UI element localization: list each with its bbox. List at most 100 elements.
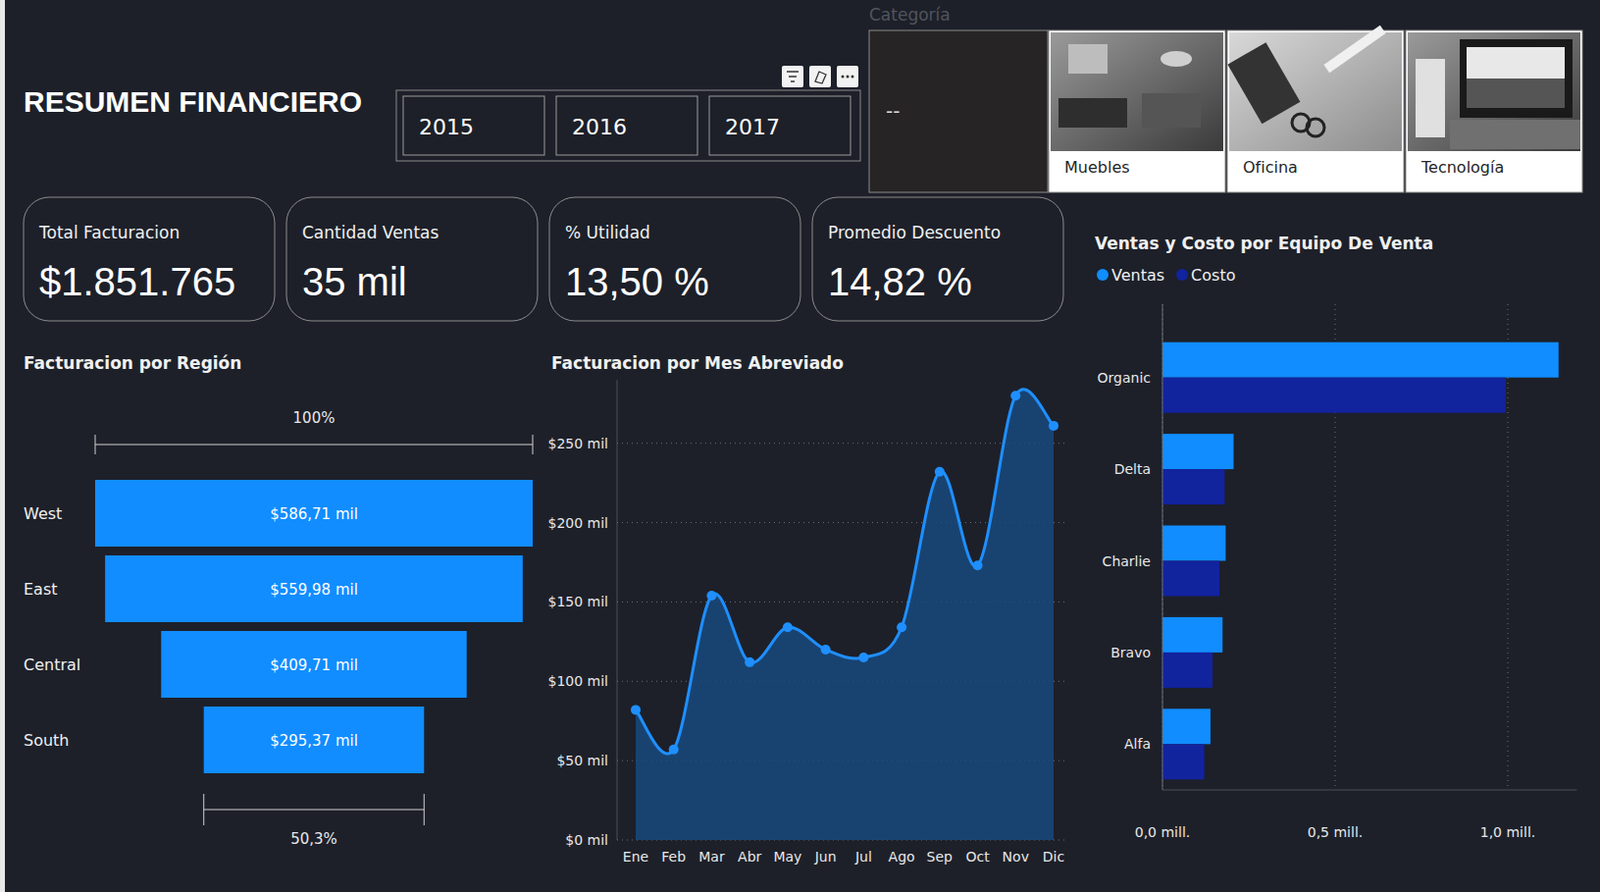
tick-label: Sep bbox=[927, 848, 954, 865]
category-label[interactable]: Tecnología bbox=[1420, 157, 1504, 177]
icon-glyph bbox=[841, 75, 845, 79]
baseline bbox=[1162, 304, 1164, 790]
image-shape bbox=[1415, 58, 1446, 138]
tick-label: Oct bbox=[965, 848, 990, 865]
chart-title: Ventas y Costo por Equipo De Venta bbox=[1094, 233, 1434, 254]
tick-label: Jul bbox=[854, 848, 873, 865]
year-button[interactable] bbox=[556, 96, 698, 155]
funnel-chart: 100%West$586,71 milEast$559,98 milCentra… bbox=[23, 409, 533, 848]
funnel-bar bbox=[160, 630, 466, 698]
icon-glyph bbox=[851, 75, 855, 79]
data-label: $586,71 mil bbox=[269, 505, 359, 523]
data-point bbox=[1048, 420, 1059, 431]
tick-label: Charlie bbox=[1102, 553, 1151, 569]
plot-area bbox=[1162, 342, 1559, 780]
page-title: RESUMEN FINANCIERO bbox=[23, 85, 362, 118]
image-shape bbox=[1449, 119, 1581, 150]
data-point bbox=[782, 621, 793, 632]
bar bbox=[1162, 377, 1506, 413]
area-fill bbox=[635, 389, 1054, 840]
category-tile[interactable] bbox=[1227, 30, 1404, 193]
category-label: South bbox=[23, 730, 70, 750]
year-button[interactable] bbox=[709, 96, 851, 155]
image-shape bbox=[1068, 44, 1108, 74]
image-shape bbox=[1227, 42, 1300, 124]
image-shape bbox=[1323, 25, 1386, 73]
category-label[interactable]: Oficina bbox=[1242, 157, 1298, 177]
data-point bbox=[934, 466, 945, 477]
year-label[interactable]: 2015 bbox=[418, 114, 474, 140]
dashboard: RESUMEN FINANCIERO201520162017Categoría-… bbox=[0, 0, 1600, 892]
data-point bbox=[706, 590, 717, 601]
bar bbox=[1162, 525, 1226, 562]
tick-label: $250 mil bbox=[548, 435, 610, 452]
bar bbox=[1162, 743, 1205, 779]
card-frame bbox=[812, 197, 1064, 321]
tick-label: Jun bbox=[814, 848, 837, 865]
grid-line bbox=[1162, 304, 1164, 790]
category-label: East bbox=[23, 579, 58, 599]
tick-label: Abr bbox=[737, 848, 762, 865]
card-value: 14,82 % bbox=[827, 259, 973, 304]
bar bbox=[1162, 342, 1559, 378]
slicer-frame bbox=[396, 90, 861, 161]
icon-glyph bbox=[786, 71, 799, 82]
category-image bbox=[1050, 32, 1224, 152]
card-value: $1.851.765 bbox=[39, 259, 236, 304]
bar bbox=[1162, 468, 1225, 505]
grid-line bbox=[617, 442, 1069, 444]
year-slicer: 2015 2016 2017 bbox=[396, 65, 861, 161]
data-point bbox=[744, 657, 755, 668]
legend-label: Ventas bbox=[1111, 265, 1165, 285]
area-line bbox=[635, 389, 1054, 754]
category-tile[interactable] bbox=[1405, 30, 1583, 193]
card-frame bbox=[286, 197, 538, 321]
tick-label: 0,5 mill. bbox=[1307, 824, 1363, 840]
bar bbox=[1162, 617, 1223, 653]
image-shape bbox=[1160, 51, 1192, 67]
tick-label: $200 mil bbox=[548, 515, 610, 531]
category-label[interactable]: Muebles bbox=[1064, 157, 1131, 177]
bar-chart: VentasCosto0,0 mill.0,5 mill.1,0 mill.Or… bbox=[1096, 265, 1577, 840]
slicer-icon[interactable] bbox=[836, 65, 859, 88]
annotation: 50,3% bbox=[290, 829, 338, 848]
kpi-card: Promedio Descuento14,82 % bbox=[812, 197, 1064, 321]
image-shape bbox=[1466, 78, 1565, 108]
plot-area bbox=[630, 389, 1059, 840]
slicer-icon[interactable] bbox=[781, 65, 804, 88]
chart-title: Facturacion por Mes Abreviado bbox=[551, 353, 844, 373]
card-label: % Utilidad bbox=[565, 222, 651, 243]
kpi-card: Cantidad Ventas35 mil bbox=[286, 197, 538, 321]
data-point bbox=[630, 704, 641, 715]
slicer-icon[interactable] bbox=[809, 65, 831, 88]
background bbox=[0, 0, 1600, 892]
tick-label: Delta bbox=[1114, 461, 1151, 477]
category-tile[interactable] bbox=[869, 30, 1048, 193]
category-label[interactable]: -- bbox=[885, 99, 900, 123]
bar bbox=[1162, 708, 1211, 744]
card-frame bbox=[549, 197, 801, 321]
bar bbox=[1162, 652, 1213, 688]
image-shape bbox=[1306, 118, 1325, 137]
tick-label: Ene bbox=[622, 848, 649, 865]
data-label: $559,98 mil bbox=[269, 580, 359, 599]
image-shape bbox=[1141, 93, 1201, 128]
data-label: $295,37 mil bbox=[269, 731, 359, 750]
year-label[interactable]: 2017 bbox=[724, 114, 780, 140]
card-value: 35 mil bbox=[302, 259, 408, 304]
left-edge bbox=[0, 0, 5, 892]
category-label: West bbox=[23, 504, 62, 523]
year-label[interactable]: 2016 bbox=[571, 114, 627, 140]
tick-label: Bravo bbox=[1110, 644, 1151, 661]
tick-label: Nov bbox=[1002, 848, 1030, 865]
legend-swatch bbox=[1176, 268, 1188, 281]
data-point bbox=[896, 621, 907, 632]
legend-label: Costo bbox=[1190, 265, 1236, 285]
funnel-bracket bbox=[204, 793, 425, 826]
tick-label: May bbox=[773, 848, 802, 865]
card-frame bbox=[23, 197, 275, 321]
tick-label: Dic bbox=[1042, 848, 1065, 865]
year-button[interactable] bbox=[403, 96, 545, 155]
category-tile[interactable] bbox=[1048, 30, 1226, 193]
data-point bbox=[858, 652, 869, 663]
